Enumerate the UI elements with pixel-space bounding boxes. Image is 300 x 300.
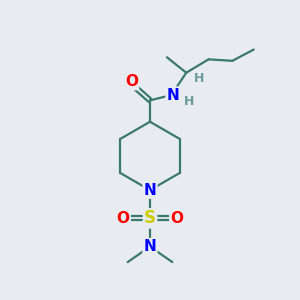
Text: O: O: [170, 211, 183, 226]
Text: O: O: [117, 211, 130, 226]
Text: H: H: [194, 72, 204, 85]
Text: O: O: [125, 74, 138, 89]
Text: N: N: [144, 239, 156, 254]
Text: S: S: [144, 209, 156, 227]
Text: H: H: [184, 95, 194, 108]
Text: N: N: [144, 183, 156, 198]
Text: N: N: [167, 88, 179, 103]
